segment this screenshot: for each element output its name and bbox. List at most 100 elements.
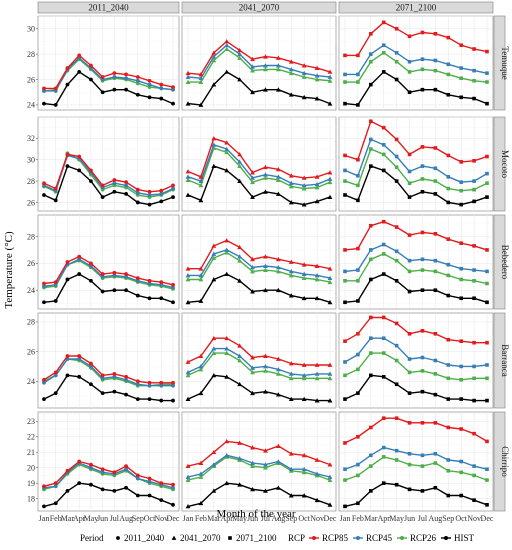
data-point-hist <box>343 101 347 106</box>
column-strip-label: 2071_2100 <box>396 3 437 13</box>
data-point-rcp85 <box>369 119 373 124</box>
data-point-rcp85 <box>327 362 333 367</box>
data-point-rcp85 <box>198 266 204 271</box>
data-point-rcp26 <box>314 375 320 381</box>
data-point-rcp26 <box>446 273 451 278</box>
data-point-rcp85 <box>65 152 70 157</box>
y-tick-label: 28 <box>27 50 35 59</box>
data-point-rcp26 <box>472 187 476 192</box>
data-point-rcp85 <box>147 380 152 385</box>
data-point-rcp26 <box>185 177 191 182</box>
data-point-rcp85 <box>77 354 82 358</box>
data-point-hist <box>459 296 463 301</box>
legend-label: 2011_2040 <box>124 533 165 543</box>
data-point-hist <box>53 299 58 303</box>
series-line-hist <box>187 165 331 206</box>
data-point-rcp85 <box>89 168 93 173</box>
legend-item-period: 2041_2070 <box>171 533 221 543</box>
data-point-hist <box>314 198 320 204</box>
data-point-hist <box>42 193 46 197</box>
facet-panel <box>181 411 337 512</box>
data-point-rcp26 <box>356 367 360 372</box>
data-point-rcp85 <box>237 440 243 445</box>
y-tick-label: 30 <box>27 156 35 165</box>
data-point-rcp45 <box>42 284 46 289</box>
data-point-rcp85 <box>263 164 268 170</box>
data-point-hist <box>327 398 333 403</box>
series-line-hist <box>344 273 488 303</box>
series-line-hist <box>43 273 174 303</box>
data-point-hist <box>407 391 412 395</box>
data-point-rcp26 <box>185 372 191 378</box>
data-point-rcp85 <box>147 278 152 283</box>
data-point-hist <box>65 164 70 169</box>
data-point-hist <box>485 101 489 106</box>
row-strip-label: Temuque <box>500 46 510 79</box>
data-point-hist <box>250 390 255 396</box>
data-point-rcp85 <box>171 380 175 385</box>
data-point-rcp45 <box>472 179 476 183</box>
data-point-rcp45 <box>185 474 191 479</box>
data-point-rcp26 <box>301 74 307 79</box>
data-point-rcp45 <box>485 71 489 75</box>
data-point-hist <box>407 289 412 294</box>
series-line-rcp26 <box>188 48 331 83</box>
data-point-rcp26 <box>420 177 425 181</box>
data-point-rcp45 <box>53 484 58 489</box>
data-point-rcp26 <box>198 79 204 84</box>
data-point-rcp85 <box>394 225 399 229</box>
data-point-rcp45 <box>446 262 451 267</box>
column-strip-label: 2011_2040 <box>88 3 129 13</box>
data-point-rcp85 <box>185 359 191 364</box>
data-point-rcp85 <box>237 47 243 53</box>
data-point-rcp45 <box>159 383 164 388</box>
data-point-rcp45 <box>459 364 463 369</box>
legend-item-rcp: RCP26 <box>397 533 437 543</box>
data-point-rcp26 <box>369 59 373 64</box>
data-point-rcp45 <box>237 456 243 461</box>
data-point-hist <box>100 391 105 396</box>
data-point-rcp26 <box>237 55 243 60</box>
data-point-rcp45 <box>147 479 152 484</box>
data-point-rcp45 <box>288 466 294 472</box>
data-point-rcp26 <box>343 478 347 482</box>
legend: Period 2011_2040 2041_2070 2071_2100 RCP RCP8… <box>80 533 475 543</box>
data-point-rcp85 <box>407 152 412 157</box>
data-point-rcp45 <box>420 257 425 262</box>
data-point-rcp45 <box>198 471 204 476</box>
series-line-rcp26 <box>344 352 487 381</box>
data-point-rcp26 <box>433 372 438 376</box>
data-point-rcp45 <box>420 355 425 360</box>
data-point-hist <box>407 195 412 199</box>
y-tick-label: 22 <box>27 433 35 442</box>
data-point-rcp85 <box>147 476 152 481</box>
data-point-rcp45 <box>485 363 489 367</box>
data-point-hist <box>327 299 333 305</box>
data-point-rcp45 <box>327 74 333 79</box>
data-point-hist <box>100 195 105 200</box>
data-point-rcp85 <box>472 340 476 345</box>
data-point-hist <box>301 202 307 207</box>
data-point-rcp85 <box>112 71 117 76</box>
data-point-hist <box>275 191 281 196</box>
series-line-hist <box>344 482 488 508</box>
data-point-rcp85 <box>147 78 152 83</box>
data-point-rcp85 <box>485 439 489 444</box>
data-point-hist <box>446 200 451 205</box>
data-point-rcp85 <box>446 153 451 158</box>
data-point-rcp85 <box>263 54 268 59</box>
data-point-hist <box>314 497 320 503</box>
series-line-rcp45 <box>187 347 330 376</box>
data-point-rcp85 <box>224 438 230 444</box>
data-point-rcp45 <box>159 86 164 91</box>
panel-background <box>181 15 337 111</box>
data-point-hist <box>89 482 93 487</box>
legend-item-rcp: RCP45 <box>353 533 393 543</box>
data-point-rcp85 <box>100 75 105 79</box>
data-point-rcp85 <box>420 329 425 333</box>
data-point-hist <box>369 164 373 168</box>
series-line-rcp45 <box>187 44 331 79</box>
y-tick-label: 23 <box>27 417 35 426</box>
data-point-rcp85 <box>224 140 230 145</box>
data-point-rcp26 <box>288 70 294 76</box>
